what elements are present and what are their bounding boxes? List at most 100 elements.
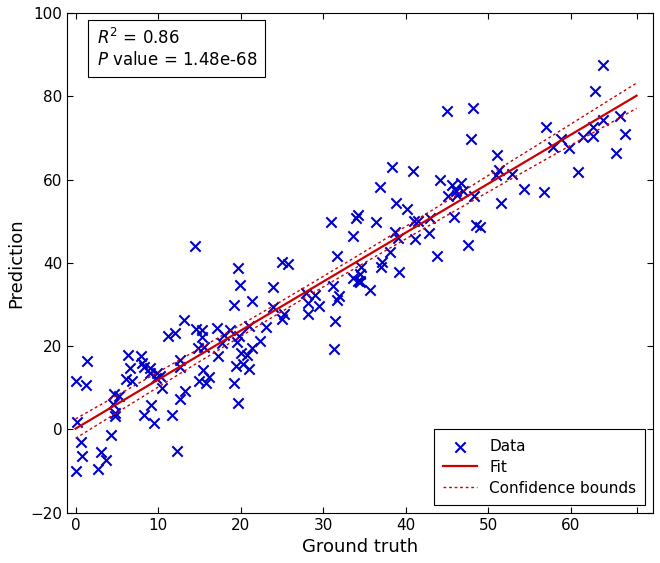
Data bbox=[597, 116, 608, 125]
Data bbox=[71, 467, 81, 476]
Data bbox=[163, 331, 174, 340]
Data bbox=[110, 412, 120, 421]
Data bbox=[365, 285, 376, 294]
Data bbox=[354, 278, 365, 287]
Data bbox=[353, 276, 364, 285]
Fit bbox=[544, 145, 552, 151]
Data bbox=[391, 199, 401, 208]
Data bbox=[376, 262, 386, 271]
Data bbox=[170, 329, 180, 338]
Data bbox=[303, 309, 313, 318]
Data bbox=[463, 240, 473, 249]
Data bbox=[235, 280, 246, 289]
Data bbox=[114, 391, 124, 400]
Data bbox=[588, 131, 599, 140]
Data bbox=[255, 336, 265, 345]
Data bbox=[203, 372, 214, 381]
Data bbox=[71, 377, 81, 386]
Line: Confidence bounds: Confidence bounds bbox=[76, 83, 636, 419]
Data bbox=[518, 185, 529, 194]
Data bbox=[242, 350, 252, 359]
Data bbox=[578, 132, 589, 141]
Fit bbox=[404, 228, 412, 235]
Data bbox=[492, 150, 502, 159]
Data bbox=[193, 376, 204, 385]
Data bbox=[465, 135, 476, 144]
Data bbox=[247, 296, 257, 305]
Data bbox=[135, 351, 146, 360]
Data bbox=[451, 186, 461, 195]
Data bbox=[277, 314, 288, 323]
Fit bbox=[72, 425, 80, 432]
Fit bbox=[580, 123, 588, 130]
Data bbox=[217, 339, 228, 348]
Data bbox=[354, 276, 365, 285]
Text: $R^2$ = 0.86
$P$ value = 1.48e-68: $R^2$ = 0.86 $P$ value = 1.48e-68 bbox=[96, 28, 257, 69]
Data bbox=[327, 281, 338, 290]
Data bbox=[375, 183, 385, 192]
X-axis label: Ground truth: Ground truth bbox=[302, 538, 418, 556]
Data bbox=[475, 223, 485, 232]
Data bbox=[197, 325, 207, 334]
Confidence bounds bbox=[544, 135, 552, 141]
Data bbox=[125, 364, 135, 373]
Fit bbox=[415, 221, 423, 228]
Confidence bounds bbox=[73, 414, 81, 421]
Data bbox=[573, 168, 583, 177]
Data bbox=[409, 235, 420, 244]
Data bbox=[139, 362, 149, 371]
Data bbox=[467, 104, 478, 113]
Data bbox=[190, 242, 201, 251]
Data bbox=[268, 302, 279, 311]
Data bbox=[442, 191, 453, 200]
Data bbox=[282, 259, 293, 268]
Data bbox=[167, 410, 178, 419]
Data bbox=[229, 378, 240, 387]
Data bbox=[457, 187, 468, 196]
Data bbox=[471, 221, 481, 230]
Data bbox=[329, 345, 340, 354]
Data bbox=[425, 213, 436, 222]
Data bbox=[157, 383, 168, 392]
Data bbox=[76, 437, 86, 446]
Data bbox=[310, 290, 321, 299]
Data bbox=[409, 216, 419, 225]
Data bbox=[175, 355, 185, 364]
Data bbox=[192, 343, 203, 352]
Data bbox=[260, 322, 271, 331]
Fit bbox=[406, 227, 414, 234]
Data bbox=[329, 316, 340, 325]
Legend: Data, Fit, Confidence bounds: Data, Fit, Confidence bounds bbox=[434, 430, 645, 505]
Data bbox=[347, 231, 358, 240]
Data bbox=[392, 233, 403, 242]
Data bbox=[598, 60, 609, 69]
Data bbox=[267, 283, 278, 292]
Data bbox=[199, 343, 209, 352]
Data bbox=[145, 369, 156, 378]
Data bbox=[231, 361, 242, 370]
Data bbox=[491, 171, 502, 180]
Data bbox=[442, 106, 453, 115]
Data bbox=[213, 351, 223, 360]
Data bbox=[72, 417, 82, 426]
Data bbox=[303, 299, 313, 308]
Data bbox=[197, 333, 207, 342]
Data bbox=[121, 374, 132, 383]
Data bbox=[77, 451, 87, 460]
Data bbox=[589, 86, 600, 95]
Data bbox=[234, 331, 244, 340]
Data bbox=[331, 295, 342, 304]
Data bbox=[172, 446, 183, 455]
Data bbox=[232, 263, 243, 272]
Data bbox=[354, 270, 365, 279]
Data bbox=[456, 178, 467, 187]
Data bbox=[556, 134, 566, 143]
Data bbox=[434, 175, 445, 184]
Data bbox=[137, 359, 148, 368]
Data bbox=[92, 464, 103, 473]
Data bbox=[108, 399, 118, 408]
Data bbox=[126, 377, 137, 386]
Data bbox=[154, 372, 165, 381]
Data bbox=[175, 394, 185, 403]
Data bbox=[314, 301, 324, 310]
